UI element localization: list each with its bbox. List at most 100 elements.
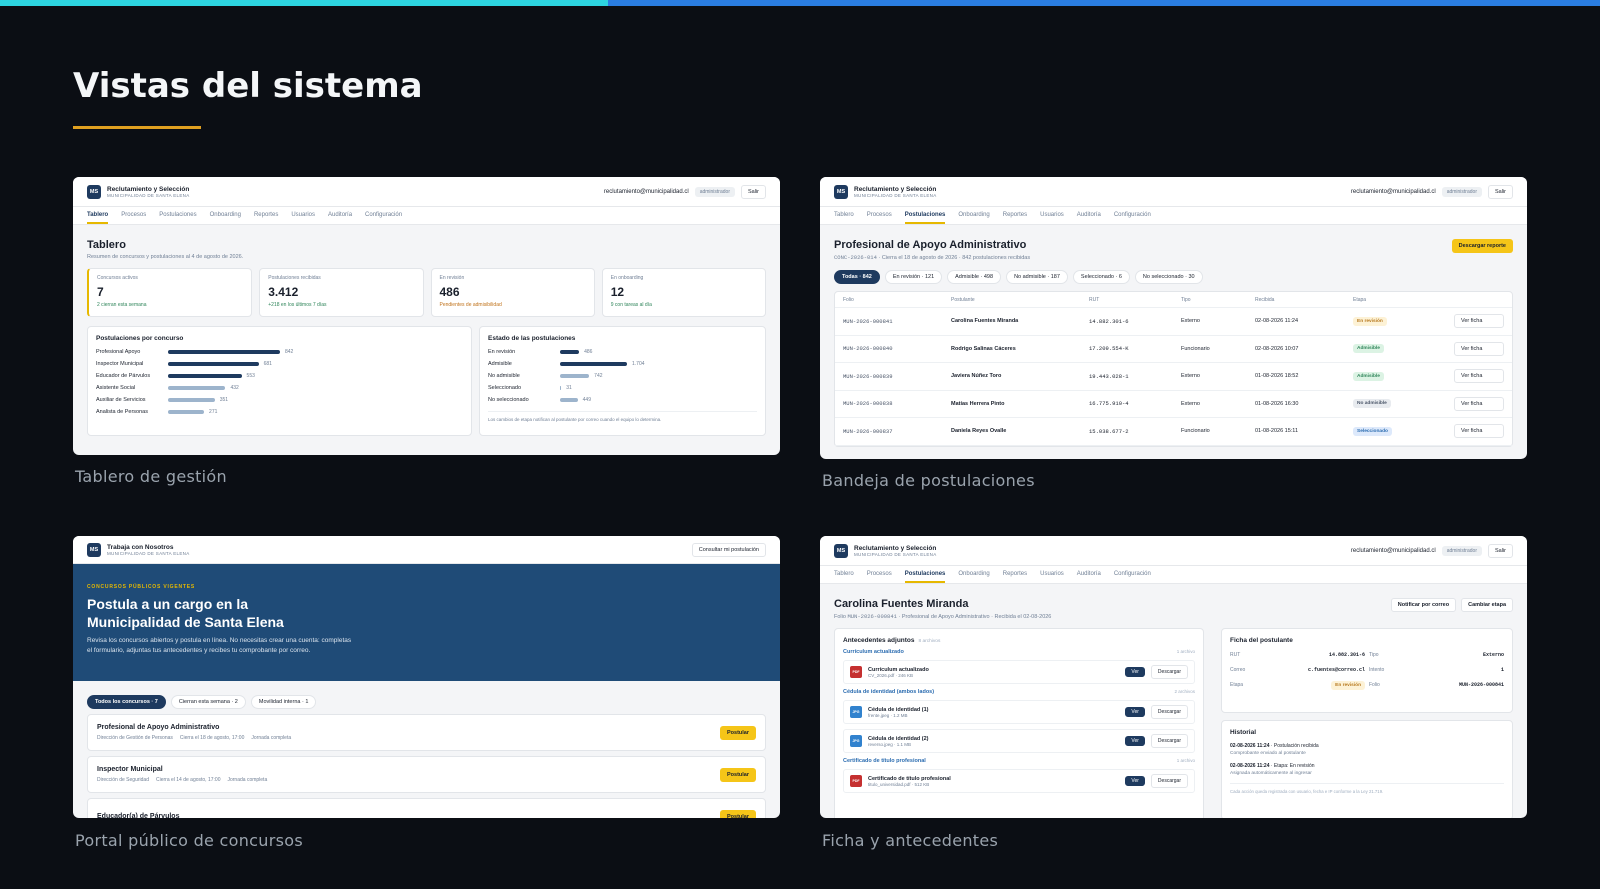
nav-tab[interactable]: Onboarding [209,212,241,218]
view-button[interactable]: Ver ficha [1454,424,1504,439]
bar [560,362,627,366]
stage-badge: Admisible [1353,344,1384,354]
hero-heading: Postula a un cargo en la Municipalidad d… [87,596,284,630]
filter-pill[interactable]: Cierran esta semana · 2 [170,695,246,709]
nav-tab[interactable]: Configuración [1113,571,1151,577]
stat-value: 12 [610,285,625,299]
download-button[interactable]: Descargar [1150,774,1188,788]
view-button[interactable]: Ver ficha [1454,314,1504,329]
nav-tab[interactable]: Reportes [253,212,279,218]
filter-pill[interactable]: Admisible · 498 [947,270,1002,284]
bar-row: Profesional Apoyo 842 [96,346,463,358]
nav-tab[interactable]: Procesos [121,212,147,218]
filter-pill[interactable]: Todos los concursos · 7 [87,695,166,709]
view-button[interactable]: Ver ficha [1454,369,1504,384]
logout-button[interactable]: Salir [1487,543,1513,558]
column-header: Recibida [1255,296,1275,303]
applicant-card: Ficha del postulante RUT 14.882.301-6 Tipo E… [1221,628,1513,713]
apply-button[interactable]: Postular [719,767,756,782]
job-card: Profesional de Apoyo Administrativo Direc… [87,714,766,751]
history-line: 02-08-2026 11:24 · Etapa: En revisión [1230,763,1504,769]
file-icon: JPG [850,735,862,747]
filter-pill[interactable]: No admisible · 187 [1006,270,1068,284]
nav-tab[interactable]: Reportes [1002,571,1028,577]
nav-tab[interactable]: Tablero [834,212,854,218]
field-value: c.fuentes@correo.cl [1307,667,1365,673]
view-meta: CONC-2026-014 · Cierra el 18 de agosto d… [834,254,1030,261]
download-button[interactable]: Descargar reporte [1451,239,1513,253]
bar-value: 1.704 [632,361,645,367]
filter-pill[interactable]: Todas · 842 [834,270,880,284]
nav-tab[interactable]: Auditoría [328,212,353,218]
app-name: Reclutamiento y Selección [854,544,937,552]
title-block: Carolina Fuentes Miranda Folio MUN-2026-0… [834,598,1051,620]
download-button[interactable]: Descargar [1150,705,1188,719]
nav-tab[interactable]: Onboarding [958,571,990,577]
job-meta-item: Dirección de Gestión de Personas [97,735,173,741]
view-button[interactable]: Ver [1125,776,1145,786]
nav-tab[interactable]: Postulaciones [904,566,946,583]
column-header: RUT [1089,296,1100,303]
nav-tab[interactable]: Configuración [1113,212,1151,218]
apply-button[interactable]: Postular [719,809,756,818]
accent-bar [0,0,1600,6]
stat-note: +218 en los últimos 7 días [268,302,327,308]
bar-value: 842 [285,349,294,355]
nav-tab[interactable]: Auditoría [1076,571,1101,577]
bar-label: Profesional Apoyo [96,349,141,355]
job-info: Inspector Municipal Dirección de Segurida… [97,766,274,783]
bar [168,410,205,414]
file-name: Cédula de identidad (2) [868,735,929,742]
logo: MS [834,184,848,199]
download-button[interactable]: Descargar [1150,665,1188,679]
nav-tab[interactable]: Procesos [866,571,892,577]
check-button[interactable]: Consultar mi postulación [691,542,766,557]
field-label: Intento [1369,667,1385,673]
logout-button[interactable]: Salir [740,184,766,199]
field-value-cell: En revisión [1272,681,1365,690]
nav-tab[interactable]: Postulaciones [904,207,946,224]
attachments-header: Antecedentes adjuntos 8 archivos [843,637,1195,644]
filter-pill[interactable]: Movilidad interna · 1 [250,695,317,709]
caption: Bandeja de postulaciones [822,471,1035,490]
nav-tab[interactable]: Auditoría [1076,212,1101,218]
nav-tab[interactable]: Tablero [87,207,109,224]
bar [168,362,259,366]
action-button[interactable]: Notificar por correo [1390,598,1457,612]
view-button[interactable]: Ver [1125,667,1145,677]
job-meta-item: Cierra el 18 de agosto, 17:00 [179,735,245,741]
nav-tab[interactable]: Tablero [834,571,854,577]
nav-tab[interactable]: Usuarios [1040,212,1064,218]
view-button[interactable]: Ver ficha [1454,396,1504,411]
field-value-cell: 1 [1411,667,1504,673]
view-button[interactable]: Ver ficha [1454,341,1504,356]
apply-button[interactable]: Postular [719,725,756,740]
chart-card: Estado de las postulaciones En revisión 48… [479,326,766,436]
bar-label: Analista de Personas [96,409,148,415]
group-title: Cédula de identidad (ambos lados) [843,689,935,695]
bar-row: Seleccionado 31 [488,382,757,394]
nav-tab[interactable]: Usuarios [291,212,316,218]
filter-pill[interactable]: Seleccionado · 6 [1072,270,1130,284]
user-email: reclutamiento@municipalidad.cl [603,188,689,195]
nav-tab[interactable]: Reportes [1002,212,1028,218]
job-meta: Dirección de Gestión de Personas Cierra e… [97,735,298,741]
view-button[interactable]: Ver [1125,736,1145,746]
filter-pill[interactable]: En revisión · 121 [884,270,943,284]
nav-tab[interactable]: Usuarios [1040,571,1064,577]
eyebrow: CONCURSOS PÚBLICOS VIGENTES [87,584,195,590]
filter-pill[interactable]: No seleccionado · 30 [1134,270,1203,284]
download-button[interactable]: Descargar [1150,734,1188,748]
nav-tab[interactable]: Postulaciones [159,212,197,218]
nav-tab[interactable]: Onboarding [958,212,990,218]
bar-value: 681 [263,361,272,367]
nav-tab[interactable]: Procesos [866,212,892,218]
stat-card: En revisión 486 Pendientes de admisibilida… [430,268,595,317]
nav-tab[interactable]: Configuración [365,212,403,218]
file-info: Cédula de identidad (1) frente.jpeg · 1.2… [868,707,929,718]
view-button[interactable]: Ver [1125,707,1145,717]
history-title: Historial [1230,729,1257,736]
logout-button[interactable]: Salir [1487,184,1513,199]
action-button[interactable]: Cambiar etapa [1461,598,1513,612]
view-title: Profesional de Apoyo Administrativo [834,239,1027,251]
